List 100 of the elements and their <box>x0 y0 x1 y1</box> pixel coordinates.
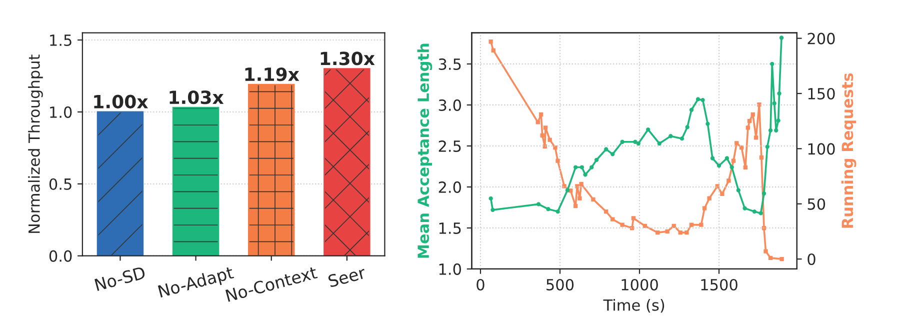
point <box>720 192 724 196</box>
point <box>565 188 570 192</box>
point <box>684 230 689 235</box>
point <box>583 172 588 177</box>
point <box>604 209 608 214</box>
point <box>556 158 560 163</box>
point <box>779 36 784 40</box>
y-tick-label: 2.5 <box>438 140 461 152</box>
point <box>631 216 636 220</box>
point <box>579 182 584 186</box>
point <box>768 256 773 260</box>
point <box>780 256 784 262</box>
point <box>610 217 615 222</box>
y-tick-label: 1.5 <box>50 34 72 46</box>
y2-tick-label: 200 <box>808 32 835 44</box>
point <box>777 91 782 96</box>
point <box>610 152 615 156</box>
point <box>633 140 638 144</box>
point <box>734 141 739 146</box>
point <box>706 122 710 126</box>
y-tick-label: 0.0 <box>49 250 72 262</box>
point <box>562 184 566 188</box>
y-axis-title: Mean Acceptance Length <box>417 44 432 258</box>
x-tick-label: 500 <box>546 278 574 291</box>
point <box>548 138 552 142</box>
point <box>774 128 778 132</box>
bar <box>172 106 220 256</box>
point <box>590 165 594 170</box>
point <box>556 209 560 214</box>
point <box>620 140 624 144</box>
point <box>689 108 694 112</box>
y2-axis-title: Running Requests <box>841 73 856 228</box>
point <box>488 40 493 44</box>
point <box>646 127 650 132</box>
point <box>730 165 734 170</box>
point <box>746 126 750 130</box>
point <box>657 141 662 146</box>
point <box>750 112 755 117</box>
point <box>759 155 764 160</box>
point <box>762 191 766 196</box>
point <box>724 156 730 160</box>
point <box>743 165 748 170</box>
y-tick-label: 2.0 <box>438 181 462 193</box>
bar <box>324 68 370 256</box>
point <box>594 158 599 162</box>
point <box>742 206 747 210</box>
point <box>764 249 768 254</box>
bar <box>96 111 144 256</box>
point <box>678 230 682 235</box>
point <box>578 196 582 200</box>
data-label: 1.30x <box>320 52 375 66</box>
point <box>752 209 757 214</box>
point <box>736 188 740 192</box>
point <box>553 145 558 150</box>
point <box>700 98 705 102</box>
point <box>702 206 707 210</box>
point <box>772 101 776 106</box>
point <box>685 125 690 130</box>
point <box>689 222 694 227</box>
point <box>710 156 715 160</box>
point <box>754 136 758 140</box>
point <box>575 184 580 188</box>
x-tick-label: 1000 <box>622 278 658 291</box>
point <box>668 134 673 138</box>
point <box>591 197 596 202</box>
y-tick-label: 3.0 <box>438 99 462 111</box>
x-tick-label: 1500 <box>701 278 738 291</box>
x-tick-label: 0 <box>476 278 484 291</box>
point <box>731 158 736 163</box>
point <box>538 112 544 117</box>
point <box>758 211 763 216</box>
point <box>716 164 722 168</box>
point <box>573 204 578 208</box>
y-tick-label: 1.0 <box>439 263 462 275</box>
point <box>573 165 578 170</box>
data-label: 1.03x <box>170 90 224 104</box>
y-tick-label: 1.5 <box>439 222 461 234</box>
point <box>680 136 684 141</box>
point <box>715 184 720 188</box>
point <box>620 222 624 227</box>
point <box>696 97 700 102</box>
point <box>536 120 540 124</box>
point <box>546 207 550 212</box>
point <box>699 222 704 227</box>
point <box>491 48 496 53</box>
x-tick-label: No-SD <box>94 266 146 292</box>
point <box>747 119 752 124</box>
point <box>636 141 640 146</box>
point <box>604 147 608 152</box>
y-axis-title: Normalized Throughput <box>28 54 43 233</box>
point <box>757 102 762 107</box>
y2-tick-label: 0 <box>808 253 816 266</box>
bar <box>248 84 295 256</box>
data-label: 1.19x <box>245 67 300 82</box>
x-tick-label: Seer <box>328 266 367 288</box>
y-tick-label: 1.0 <box>50 106 72 118</box>
y-tick-label: 3.5 <box>438 58 461 70</box>
point <box>488 196 493 201</box>
point <box>490 208 495 212</box>
point <box>540 133 544 138</box>
